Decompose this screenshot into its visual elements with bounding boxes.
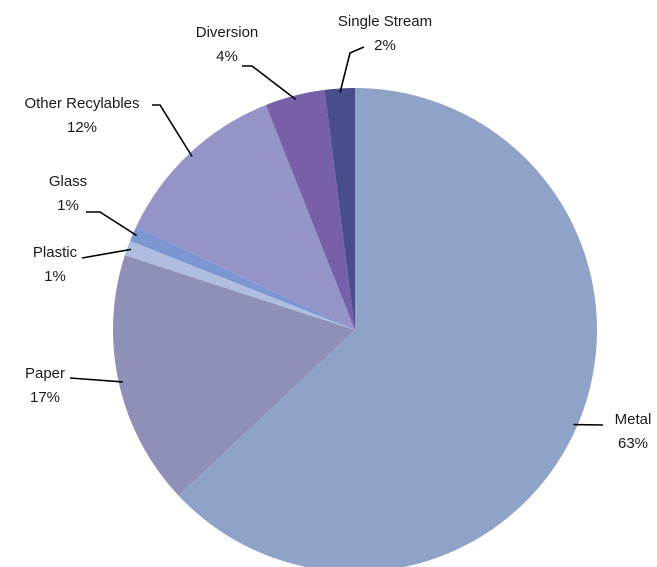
leader-line	[81, 248, 132, 259]
slice-value-label: 4%	[216, 48, 238, 65]
slice-value-label: 17%	[30, 389, 60, 406]
slice-label: Other Recylables	[24, 95, 139, 112]
slice-value-label: 63%	[618, 435, 648, 452]
slice-value-label: 1%	[44, 268, 66, 285]
slice-label: Single Stream	[338, 13, 432, 30]
slice-label: Metal	[615, 411, 652, 428]
pie-slice	[124, 240, 355, 330]
slice-value-label: 2%	[374, 37, 396, 54]
slice-label: Glass	[49, 173, 87, 190]
pie-slice	[129, 226, 355, 330]
slice-value-label: 12%	[67, 119, 97, 136]
leader-line	[86, 211, 138, 237]
slice-label: Plastic	[33, 244, 78, 261]
leader-line	[69, 377, 123, 383]
leader-line	[242, 65, 297, 101]
pie-slice	[324, 88, 355, 330]
slice-value-label: 1%	[57, 197, 79, 214]
slice-label: Paper	[25, 365, 65, 382]
leader-line	[339, 46, 365, 93]
pie-slice	[265, 89, 355, 331]
slice-label: Diversion	[196, 24, 259, 41]
pie-slice	[113, 255, 355, 496]
leader-line	[152, 104, 193, 157]
pie-slice	[178, 88, 597, 567]
pie-slice	[136, 104, 355, 331]
